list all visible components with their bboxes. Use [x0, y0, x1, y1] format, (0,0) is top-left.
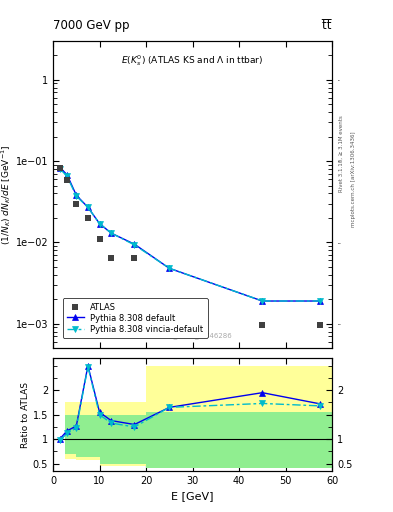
ATLAS [317, 322, 323, 330]
Pythia 8.308 default [318, 298, 323, 304]
Text: Rivet 3.1.10, ≥ 3.1M events: Rivet 3.1.10, ≥ 3.1M events [339, 115, 344, 192]
Pythia 8.308 vincia-default [86, 204, 90, 210]
Pythia 8.308 default [65, 172, 70, 178]
Y-axis label: $(1/N_K)$ $dN_K/dE$ [GeV$^{-1}$]: $(1/N_K)$ $dN_K/dE$ [GeV$^{-1}$] [0, 144, 13, 245]
ATLAS [57, 164, 63, 172]
Pythia 8.308 vincia-default [74, 193, 79, 199]
ATLAS [73, 200, 79, 208]
Pythia 8.308 vincia-default [167, 265, 172, 271]
ATLAS [64, 176, 70, 184]
Text: mcplots.cern.ch [arXiv:1306.3436]: mcplots.cern.ch [arXiv:1306.3436] [351, 132, 356, 227]
Pythia 8.308 vincia-default [65, 173, 70, 179]
Pythia 8.308 vincia-default [132, 242, 137, 248]
X-axis label: E [GeV]: E [GeV] [171, 492, 214, 501]
Text: $E(K_s^0)$ (ATLAS KS and $\Lambda$ in ttbar): $E(K_s^0)$ (ATLAS KS and $\Lambda$ in tt… [121, 53, 264, 68]
Pythia 8.308 default [86, 204, 90, 210]
Pythia 8.308 vincia-default [58, 166, 62, 172]
Legend: ATLAS, Pythia 8.308 default, Pythia 8.308 vincia-default: ATLAS, Pythia 8.308 default, Pythia 8.30… [63, 298, 208, 338]
Pythia 8.308 default [74, 192, 79, 198]
ATLAS [131, 253, 138, 262]
Pythia 8.308 default [260, 298, 265, 304]
ATLAS [85, 214, 91, 222]
Text: 7000 GeV pp: 7000 GeV pp [53, 19, 130, 32]
Line: Pythia 8.308 default: Pythia 8.308 default [57, 165, 323, 304]
Pythia 8.308 default [132, 241, 137, 247]
Text: t̅t̅: t̅t̅ [323, 19, 332, 32]
Pythia 8.308 default [109, 230, 114, 236]
ATLAS [96, 235, 103, 243]
Pythia 8.308 default [58, 164, 62, 170]
Line: Pythia 8.308 vincia-default: Pythia 8.308 vincia-default [57, 166, 323, 304]
Pythia 8.308 vincia-default [318, 298, 323, 304]
Pythia 8.308 default [167, 265, 172, 271]
ATLAS [259, 322, 266, 330]
Pythia 8.308 vincia-default [260, 298, 265, 304]
Text: ATLAS_2019_I1746286: ATLAS_2019_I1746286 [153, 332, 232, 339]
Pythia 8.308 vincia-default [97, 221, 102, 227]
Pythia 8.308 vincia-default [109, 230, 114, 236]
Pythia 8.308 default [97, 221, 102, 227]
ATLAS [166, 310, 173, 318]
Y-axis label: Ratio to ATLAS: Ratio to ATLAS [21, 382, 30, 447]
ATLAS [108, 253, 114, 262]
